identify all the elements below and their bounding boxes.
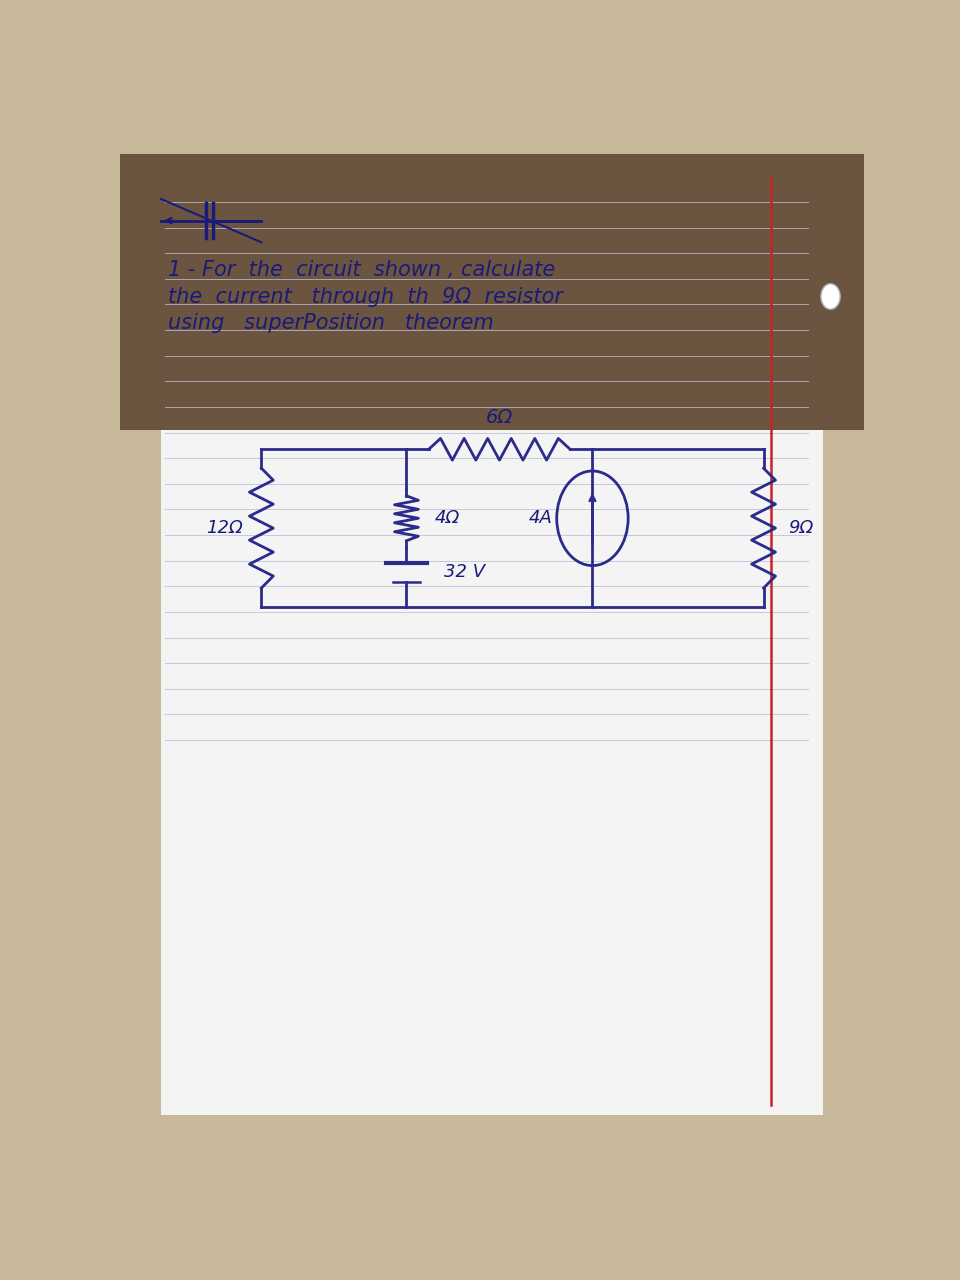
Circle shape <box>821 284 840 310</box>
FancyBboxPatch shape <box>120 154 864 430</box>
Text: 6Ω: 6Ω <box>486 408 513 428</box>
Text: 1 - For  the  circuit  shown , calculate: 1 - For the circuit shown , calculate <box>168 260 556 280</box>
Text: 4Ω: 4Ω <box>435 509 460 527</box>
Text: the  current   through  th  9Ω  resistor: the current through th 9Ω resistor <box>168 287 564 306</box>
Text: 4A: 4A <box>528 509 552 527</box>
Text: 9Ω: 9Ω <box>788 520 813 538</box>
FancyBboxPatch shape <box>161 169 823 1115</box>
Text: 12Ω: 12Ω <box>205 520 243 538</box>
Text: using   superPosition   theorem: using superPosition theorem <box>168 314 494 333</box>
Text: 32 V: 32 V <box>444 563 485 581</box>
